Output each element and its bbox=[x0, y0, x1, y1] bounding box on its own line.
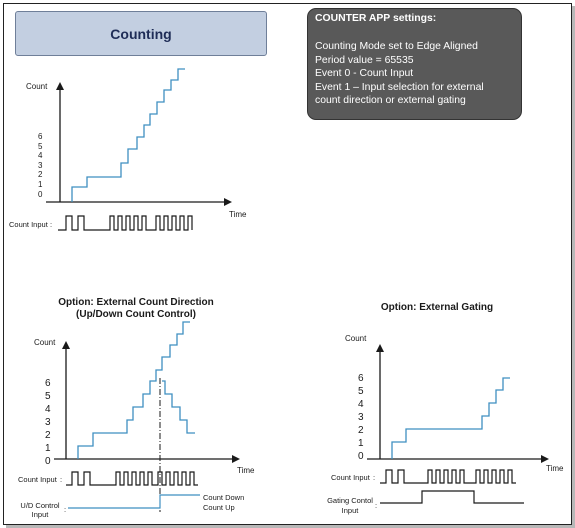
direction-ud-label-line1: U/D Control bbox=[20, 501, 60, 510]
settings-box: COUNTER APP settings: Counting Mode set … bbox=[307, 8, 522, 120]
direction-ud-label-line2: Input bbox=[32, 510, 50, 519]
settings-line-mode: Counting Mode set to Edge Aligned bbox=[315, 41, 478, 53]
direction-title-line1: Option: External Count Direction bbox=[58, 297, 214, 308]
gating-control-signal bbox=[380, 490, 524, 504]
counting-tick-6: 6 bbox=[38, 132, 43, 141]
settings-line-event1: Event 1 – Input selection for external bbox=[315, 81, 484, 93]
gating-x-label: Time bbox=[546, 464, 564, 473]
gating-tick-3: 3 bbox=[358, 412, 364, 423]
gating-title: Option: External Gating bbox=[381, 302, 493, 313]
page-title: Counting bbox=[110, 25, 172, 42]
counting-curve bbox=[71, 68, 185, 202]
gating-signal-label: Count Input bbox=[331, 473, 371, 482]
counting-tick-0: 0 bbox=[38, 190, 43, 199]
title-box: Counting bbox=[15, 11, 267, 56]
direction-signal-label: Count Input bbox=[18, 475, 58, 484]
counting-tick-5: 5 bbox=[38, 142, 43, 151]
gating-label-line1: Gating Contol bbox=[327, 496, 373, 505]
direction-tick-2: 2 bbox=[45, 430, 51, 441]
direction-count-down-label: Count Down bbox=[203, 493, 244, 502]
counting-tick-2: 2 bbox=[38, 170, 43, 179]
counting-signal-label: Count Input bbox=[9, 220, 49, 229]
counting-signal-colon: : bbox=[50, 220, 52, 229]
direction-input-signal bbox=[66, 471, 198, 486]
settings-line-event0: Event 0 - Count Input bbox=[315, 68, 414, 80]
gating-tick-6: 6 bbox=[358, 373, 364, 384]
counting-diagram: Count Time 0 1 2 3 4 5 6 Count Input : bbox=[9, 68, 247, 231]
direction-title-line2: (Up/Down Count Control) bbox=[76, 309, 196, 320]
direction-signal-colon: : bbox=[60, 475, 62, 484]
gating-tick-1: 1 bbox=[358, 438, 364, 449]
direction-tick-1: 1 bbox=[45, 443, 51, 454]
direction-tick-4: 4 bbox=[45, 404, 51, 415]
counting-tick-4: 4 bbox=[38, 151, 43, 160]
counting-input-signal bbox=[58, 215, 193, 231]
direction-diagram: Option: External Count Direction (Up/Dow… bbox=[18, 297, 255, 519]
settings-line-event1-cont: count direction or external gating bbox=[315, 95, 466, 107]
direction-tick-6: 6 bbox=[45, 378, 51, 389]
gating-curve bbox=[391, 377, 510, 459]
direction-ud-signal bbox=[68, 494, 200, 509]
direction-count-down-curve bbox=[162, 380, 195, 434]
settings-line-period: Period value = 65535 bbox=[315, 54, 414, 66]
counting-tick-3: 3 bbox=[38, 161, 43, 170]
gating-y-label: Count bbox=[345, 334, 367, 343]
gating-tick-4: 4 bbox=[358, 399, 364, 410]
gating-control-colon: : bbox=[375, 501, 377, 510]
gating-diagram: Option: External Gating Count Time 0 1 2… bbox=[327, 302, 564, 515]
gating-tick-5: 5 bbox=[358, 386, 364, 397]
direction-tick-0: 0 bbox=[45, 456, 51, 467]
counting-x-label: Time bbox=[229, 210, 247, 219]
gating-signal-colon: : bbox=[373, 473, 375, 482]
counting-y-label: Count bbox=[26, 82, 48, 91]
direction-tick-5: 5 bbox=[45, 391, 51, 402]
direction-y-label: Count bbox=[34, 338, 56, 347]
gating-tick-2: 2 bbox=[358, 425, 364, 436]
direction-ud-colon: : bbox=[64, 505, 66, 514]
direction-x-label: Time bbox=[237, 466, 255, 475]
gating-label-line2: Input bbox=[342, 506, 360, 515]
gating-tick-0: 0 bbox=[358, 451, 364, 462]
settings-header: COUNTER APP settings: bbox=[315, 13, 437, 24]
gating-input-signal bbox=[380, 469, 516, 484]
direction-count-up-label: Count Up bbox=[203, 503, 235, 512]
direction-tick-3: 3 bbox=[45, 417, 51, 428]
counting-tick-1: 1 bbox=[38, 180, 43, 189]
direction-count-up-curve bbox=[77, 321, 190, 459]
